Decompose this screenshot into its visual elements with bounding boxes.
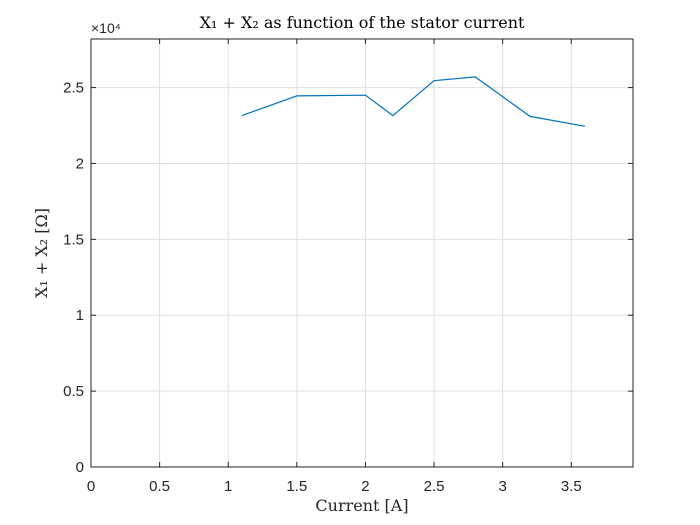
- grid-lines: [90, 39, 633, 468]
- x-tick-label: 2: [361, 478, 369, 495]
- axes-box: [90, 38, 634, 468]
- x-tick-label: 0.5: [149, 478, 170, 495]
- x-tick-label: 1: [224, 478, 232, 495]
- series-line: [241, 76, 586, 127]
- x-tick-label: 0: [87, 478, 95, 495]
- y-axis-ticks: 0 0.5 1 1.5 2 2.5: [63, 80, 633, 476]
- x-tick-label: 1.5: [286, 478, 307, 495]
- y-exponent-label: ×10⁴: [91, 20, 121, 36]
- x-tick-label: 2.5: [424, 478, 445, 495]
- y-axis-label: X₁ + X₂ [Ω]: [32, 208, 51, 298]
- y-tick-label: 0.5: [63, 383, 84, 400]
- x-axis-label: Current [A]: [315, 496, 408, 515]
- x-axis-ticks: 0 0.5 1 1.5 2 2.5 3 3.5: [87, 39, 582, 495]
- plot-area: [91, 39, 633, 467]
- axes-frame: [90, 38, 634, 468]
- y-tick-label: 2.5: [63, 80, 84, 97]
- chart-title: X₁ + X₂ as function of the stator curren…: [200, 13, 525, 32]
- y-tick-label: 2: [76, 155, 84, 172]
- series-group: [241, 76, 586, 127]
- x-tick-label: 3.5: [561, 478, 582, 495]
- y-tick-label: 1: [76, 307, 84, 324]
- y-tick-label: 1.5: [63, 231, 84, 248]
- x-tick-label: 3: [498, 478, 506, 495]
- y-tick-label: 0: [76, 459, 84, 476]
